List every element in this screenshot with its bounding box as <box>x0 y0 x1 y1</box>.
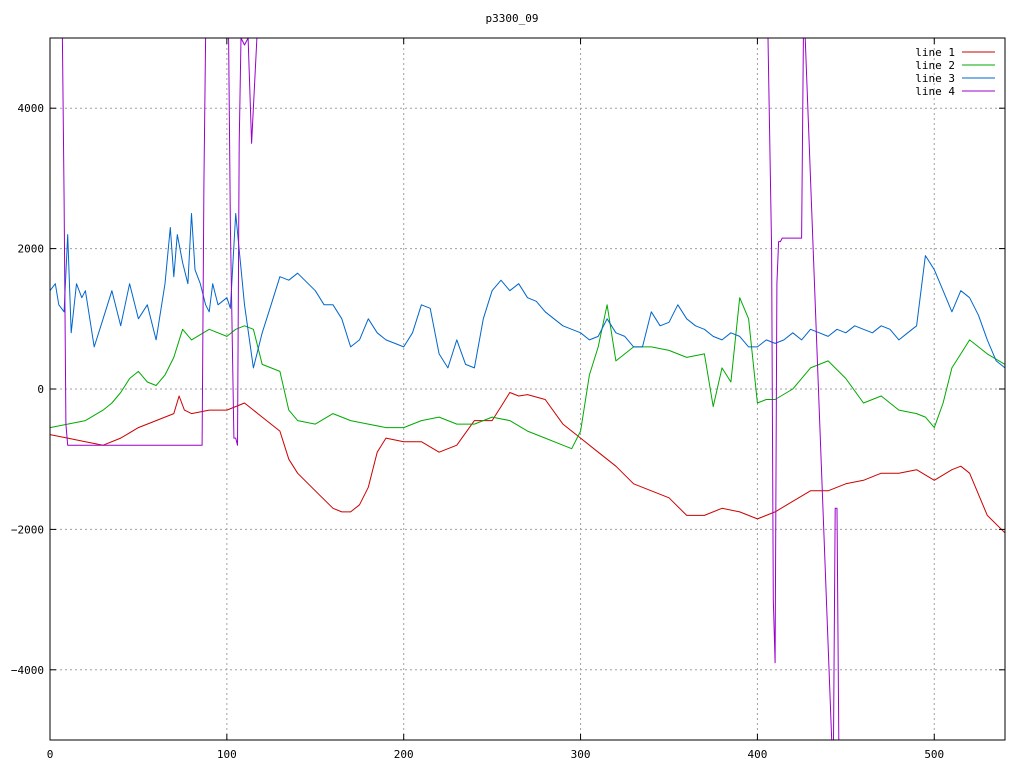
y-tick-label: −4000 <box>11 664 44 677</box>
y-tick-label: 0 <box>37 383 44 396</box>
series-line-3 <box>50 213 1005 369</box>
y-tick-label: 4000 <box>18 102 45 115</box>
y-tick-label: 2000 <box>18 243 45 256</box>
x-tick-label: 500 <box>924 748 944 761</box>
x-tick-label: 300 <box>571 748 591 761</box>
chart-title: p3300_09 <box>486 12 539 25</box>
series-line-4 <box>50 38 840 740</box>
x-tick-label: 200 <box>394 748 414 761</box>
series-line-1 <box>50 392 1005 534</box>
ticks: 0 100 200 300 400 500 −4000 −2000 0 2000 4000 <box>11 38 1005 761</box>
series-layer <box>50 38 1005 740</box>
series-line-2 <box>50 297 1005 450</box>
legend-label-2: line 2 <box>915 59 955 72</box>
legend-label-4: line 4 <box>915 85 955 98</box>
x-tick-label: 0 <box>47 748 54 761</box>
grid <box>50 38 1005 740</box>
x-tick-label: 400 <box>747 748 767 761</box>
y-tick-label: −2000 <box>11 523 44 536</box>
legend-label-3: line 3 <box>915 72 955 85</box>
x-tick-label: 100 <box>217 748 237 761</box>
legend-label-1: line 1 <box>915 46 955 59</box>
